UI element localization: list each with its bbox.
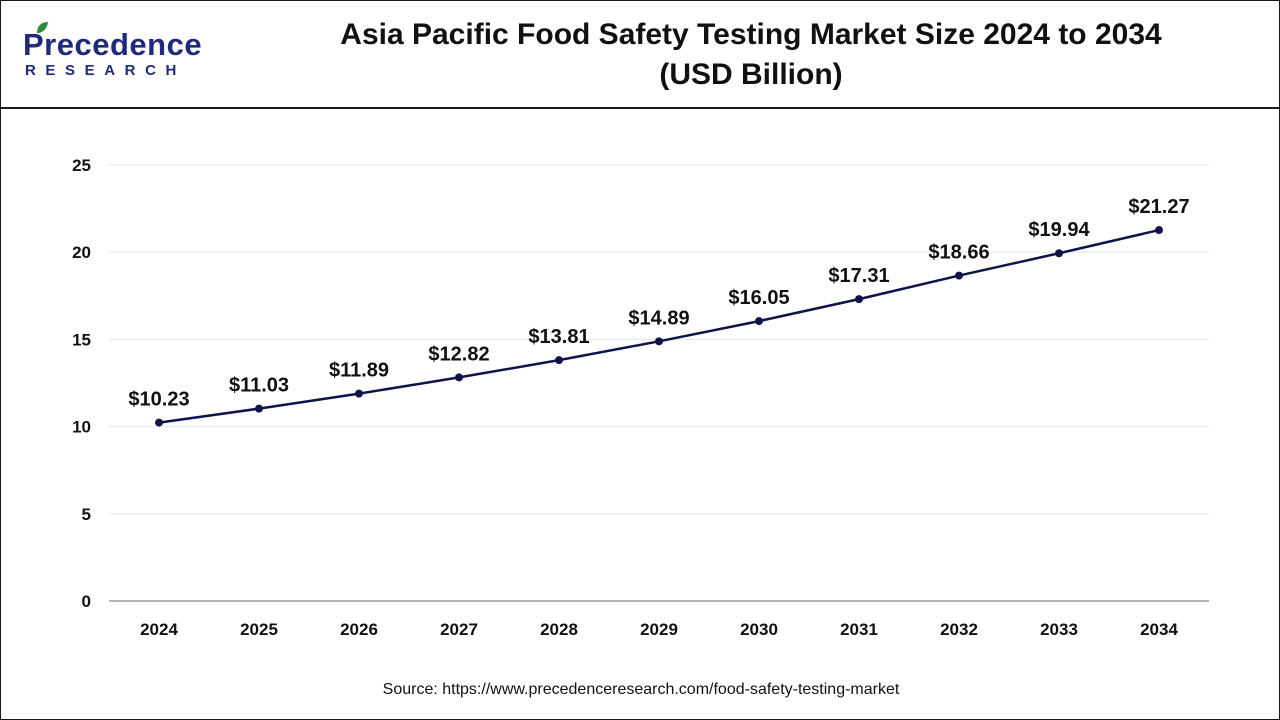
data-point <box>1055 249 1063 258</box>
chart-title-line1: Asia Pacific Food Safety Testing Market … <box>340 18 1162 51</box>
data-point <box>755 317 763 326</box>
leaf-icon <box>37 22 48 33</box>
x-tick-label: 2028 <box>540 620 578 639</box>
data-label: $11.03 <box>229 375 289 397</box>
y-tick-label: 15 <box>72 330 91 349</box>
x-tick-label: 2029 <box>640 620 678 639</box>
data-labels: $10.23 $11.03 $11.89 $12.82 $13.81 $14.89 $16.… <box>128 196 1189 411</box>
data-label: $10.23 <box>128 389 189 411</box>
x-tick-label: 2033 <box>1040 620 1078 639</box>
y-tick-label: 10 <box>72 418 91 437</box>
data-point <box>1155 226 1163 235</box>
data-label: $14.89 <box>628 307 689 329</box>
header: Precedence RESEARCH Asia Pacific Food Sa… <box>1 1 1279 109</box>
data-point <box>355 389 363 398</box>
data-point <box>455 373 463 382</box>
x-tick-label: 2034 <box>1140 620 1178 639</box>
logo-wordmark: Precedence <box>23 27 203 62</box>
y-tick-label: 5 <box>82 505 91 524</box>
data-point <box>255 404 263 413</box>
y-axis-ticks: 0 5 10 15 20 25 <box>72 156 91 611</box>
x-tick-label: 2030 <box>740 620 778 639</box>
x-tick-label: 2025 <box>240 620 278 639</box>
y-tick-label: 25 <box>72 156 91 175</box>
data-label: $13.81 <box>528 326 589 348</box>
data-label: $11.89 <box>329 360 389 382</box>
data-label: $21.27 <box>1128 196 1189 218</box>
x-tick-label: 2031 <box>840 620 878 639</box>
x-tick-label: 2032 <box>940 620 978 639</box>
data-point <box>155 418 163 427</box>
grid-layer <box>109 164 1209 602</box>
x-tick-label: 2026 <box>340 620 378 639</box>
brand-logo: Precedence RESEARCH <box>23 22 223 87</box>
x-tick-label: 2027 <box>440 620 478 639</box>
x-axis-ticks: 2024 2025 2026 2027 2028 2029 2030 2031 2032 2033… <box>140 620 1178 639</box>
data-point <box>855 295 863 304</box>
data-point <box>555 356 563 365</box>
data-label: $17.31 <box>828 265 889 287</box>
data-point <box>655 337 663 346</box>
chart-title: Asia Pacific Food Safety Testing Market … <box>251 15 1251 95</box>
y-tick-label: 0 <box>82 592 91 611</box>
data-label: $18.66 <box>928 242 989 264</box>
data-label: $19.94 <box>1028 219 1090 241</box>
data-points <box>155 226 1163 427</box>
data-label: $12.82 <box>428 343 489 365</box>
logo-subtitle: RESEARCH <box>25 62 186 79</box>
x-tick-label: 2024 <box>140 620 178 639</box>
data-point <box>955 271 963 280</box>
y-tick-label: 20 <box>72 243 91 262</box>
chart-title-line2: (USD Billion) <box>659 58 843 91</box>
source-note: Source: https://www.precedenceresearch.c… <box>382 681 900 698</box>
data-label: $16.05 <box>728 287 789 309</box>
